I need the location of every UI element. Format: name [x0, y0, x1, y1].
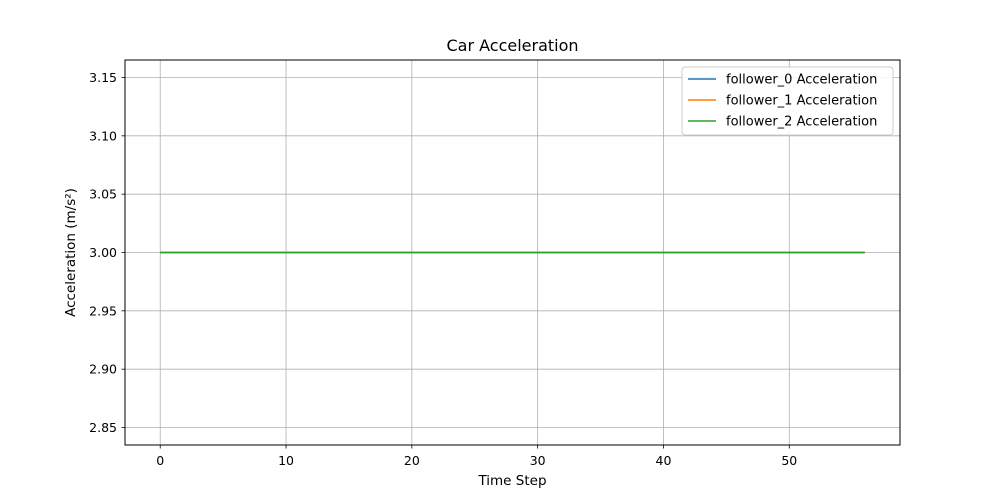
x-axis-label: Time Step: [477, 473, 546, 489]
ticks: 0 10 20 30 40 50 2.85 2.90 2.95 3.00 3.05 3.10 3.15: [89, 70, 797, 468]
y-tick-label: 3.05: [89, 187, 117, 202]
x-tick-label: 50: [781, 453, 797, 468]
x-tick-label: 20: [404, 453, 420, 468]
x-tick-label: 0: [156, 453, 164, 468]
y-tick-label: 2.90: [89, 362, 117, 377]
legend-entry: follower_0 Acceleration: [726, 73, 877, 88]
y-tick-label: 3.10: [89, 128, 117, 143]
chart-title: Car Acceleration: [446, 36, 578, 55]
legend-entry: follower_2 Acceleration: [726, 115, 877, 130]
legend: follower_0 Acceleration follower_1 Accele…: [681, 66, 894, 136]
y-tick-label: 2.95: [89, 303, 117, 318]
y-axis-label: Acceleration (m/s²): [63, 188, 79, 317]
legend-box: [681, 66, 894, 136]
y-tick-label: 3.15: [89, 70, 117, 85]
x-tick-label: 10: [278, 453, 294, 468]
legend-entry: follower_1 Acceleration: [726, 94, 877, 109]
x-tick-label: 40: [656, 453, 672, 468]
y-tick-label: 2.85: [89, 420, 117, 435]
x-tick-label: 30: [530, 453, 546, 468]
y-tick-label: 3.00: [89, 245, 117, 260]
